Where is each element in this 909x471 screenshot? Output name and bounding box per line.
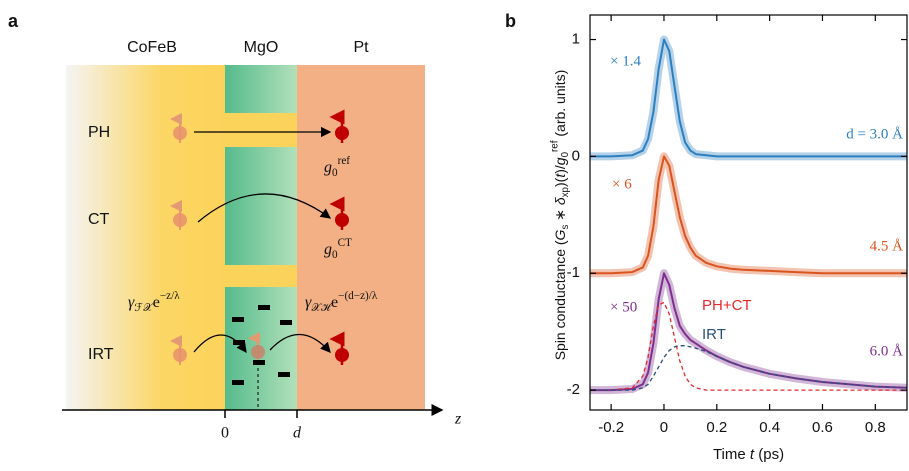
z-tick-label: d [293, 425, 302, 442]
scale-annotation: × 6 [612, 176, 632, 192]
text-part: CT [338, 236, 352, 248]
text-part: (arb. units) [552, 70, 568, 141]
text-part: t [552, 173, 568, 178]
x-tick-label: 0.4 [759, 419, 780, 436]
series-line [590, 272, 908, 392]
text-part: e [153, 294, 160, 311]
rate-label: g0CT [324, 236, 352, 260]
y-tick-label: 0 [572, 147, 580, 164]
scale-annotation: × 50 [610, 299, 637, 315]
text-part: (ps) [754, 446, 784, 463]
x-tick-label: 0.6 [812, 419, 833, 436]
defects [232, 305, 292, 385]
rate-label: γ𝒳ℋe−(d−z)/λ [305, 289, 378, 313]
series-label: 4.5 Å [870, 238, 904, 254]
mgo-block [225, 147, 297, 265]
panel-label: a [8, 11, 19, 31]
transfer-arrows [193, 126, 332, 354]
row-label: PH [88, 124, 110, 141]
text-part: ∗ [552, 205, 568, 225]
series-label: IRT [702, 326, 726, 343]
rate-label: g0ref [324, 154, 350, 178]
series-band [590, 269, 908, 395]
series-line [590, 301, 907, 391]
series-line [590, 345, 908, 391]
text-part: )( [552, 177, 568, 187]
scale-annotation: × 1.4 [610, 53, 641, 69]
plot-frame [589, 14, 908, 411]
text-part: e [331, 294, 338, 311]
spins [170, 109, 349, 365]
row-label: IRT [88, 346, 114, 363]
text-part: γ [305, 294, 312, 311]
series-label: PH+CT [702, 297, 752, 314]
text-part: xp [560, 186, 571, 197]
gap [225, 265, 297, 287]
diagram: a CoFeB MgO Pt PH CT IRT [8, 11, 462, 442]
x-tick-label: 0 [660, 419, 668, 436]
text-part: ref [338, 154, 351, 166]
x-axis-label: Time t (ps) [713, 446, 784, 463]
layer-label: MgO [244, 39, 279, 56]
x-tick-label: 0.2 [706, 419, 727, 436]
chart: b -0.2 0 0.2 0.4 0.6 0.8 -2 -1 0 1 Time t (ps) Spin… [505, 11, 908, 463]
text-part: G [552, 229, 568, 240]
text-part: −z/λ [160, 289, 180, 301]
text-part: ℱ𝒳 [134, 301, 154, 313]
rate-label: γℱ𝒳e−z/λ [128, 289, 180, 313]
x-tick-label: 0.8 [865, 419, 886, 436]
gap [225, 113, 297, 147]
text-part: g [324, 159, 332, 176]
series-label: 6.0 Å [870, 343, 904, 359]
series-label: d = 3.0 Å [846, 126, 903, 142]
layer-label: Pt [353, 39, 369, 56]
y-axis-label: Spin conductance (Gs ∗ δxp)(t)/g0ref (ar… [549, 70, 571, 361]
y-tick-label: 1 [572, 31, 580, 48]
mgo-block [225, 65, 297, 113]
row-label: CT [88, 211, 110, 228]
pt-layer [297, 65, 425, 410]
text-part: )/ [552, 165, 568, 174]
y-tick-label: -1 [567, 264, 580, 281]
text-part: 0 [560, 151, 571, 157]
text-part: 0 [332, 166, 338, 178]
series-line [590, 38, 907, 158]
panel-label: b [505, 11, 516, 31]
series-band [590, 152, 907, 278]
z-axis-label: z [454, 411, 462, 428]
text-part: g [552, 157, 568, 165]
z-tick-label: 0 [221, 425, 229, 442]
layer-label: CoFeB [127, 39, 177, 56]
text-part: 𝒳ℋ [311, 301, 334, 313]
text-part: ref [549, 140, 560, 152]
text-part: s [560, 225, 571, 230]
text-part: Spin conductance ( [552, 240, 568, 360]
text-part: t [750, 446, 755, 463]
y-tick-label: -2 [567, 381, 580, 398]
text-part: Time [713, 446, 750, 463]
text-part: g [324, 241, 332, 258]
text-part: δ [552, 197, 568, 205]
text-part: 0 [332, 248, 338, 260]
cofeb-layer [66, 65, 236, 410]
text-part: −(d−z)/λ [338, 289, 378, 301]
text-part: γ [128, 294, 135, 311]
x-tick-label: -0.2 [598, 419, 624, 436]
series-line [590, 155, 907, 275]
